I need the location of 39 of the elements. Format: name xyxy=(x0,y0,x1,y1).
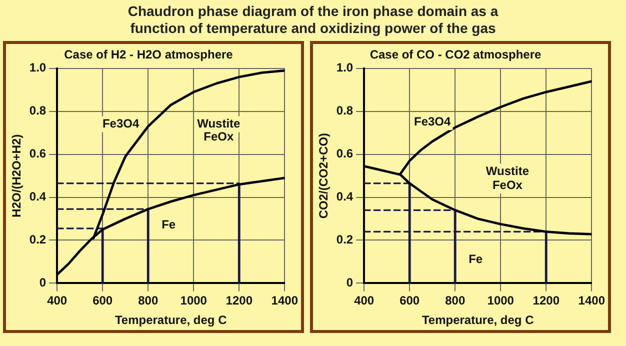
y-tick-label: 0.4 xyxy=(29,190,46,204)
x-tick-label: 600 xyxy=(400,294,420,308)
annotation: FeOx xyxy=(492,178,523,192)
x-tick-label: 1400 xyxy=(271,294,298,308)
annotation: FeOx xyxy=(204,129,234,144)
y-tick-label: 0.4 xyxy=(336,190,354,204)
x-axis-title: Temperature, deg C xyxy=(422,313,534,328)
y-tick-label: 0.2 xyxy=(29,232,46,247)
annotation: Wustite xyxy=(197,116,241,131)
y-axis-title: H2O/(H2O+H2) xyxy=(10,134,24,218)
x-tick-label: 400 xyxy=(47,294,68,308)
y-tick-label: 0.2 xyxy=(336,232,354,247)
y-tick-label: 0.6 xyxy=(29,146,46,161)
y-tick-label: 0.8 xyxy=(336,104,354,118)
chart-subtitle: Case of H2 - H2O atmosphere xyxy=(64,48,234,62)
x-tick-label: 1000 xyxy=(180,294,208,308)
annotation: Wustite xyxy=(486,164,530,178)
y-tick-label: 1.0 xyxy=(336,60,354,75)
text: Chaudron phase diagram of the iron phase domain as a function of temperature and oxidizing power of the gas xyxy=(126,3,500,38)
y-tick-label: 0 xyxy=(39,276,46,290)
y-tick-label: 0.8 xyxy=(29,104,46,118)
x-tick-label: 1200 xyxy=(532,294,560,308)
y-tick-label: 0 xyxy=(346,276,354,290)
x-tick-label: 600 xyxy=(92,294,113,308)
y-axis-title: CO2/(CO2+CO) xyxy=(316,132,331,219)
x-tick-label: 800 xyxy=(138,294,158,308)
annotation: Fe3O4 xyxy=(414,114,452,128)
x-tick-label: 800 xyxy=(445,294,466,308)
y-tick-label: 1.0 xyxy=(29,60,46,75)
x-tick-label: 400 xyxy=(354,294,374,308)
x-tick-label: 1400 xyxy=(578,294,606,308)
annotation: Fe xyxy=(162,218,176,232)
x-axis-title: Temperature, deg C xyxy=(114,313,228,328)
y-tick-label: 0.6 xyxy=(336,146,354,161)
x-tick-label: 1000 xyxy=(487,294,514,308)
annotation: Fe xyxy=(468,252,483,266)
chart-subtitle: Case of CO - CO2 atmosphere xyxy=(370,48,542,62)
x-tick-label: 1200 xyxy=(226,294,253,308)
annotation: Fe3O4 xyxy=(102,116,140,131)
